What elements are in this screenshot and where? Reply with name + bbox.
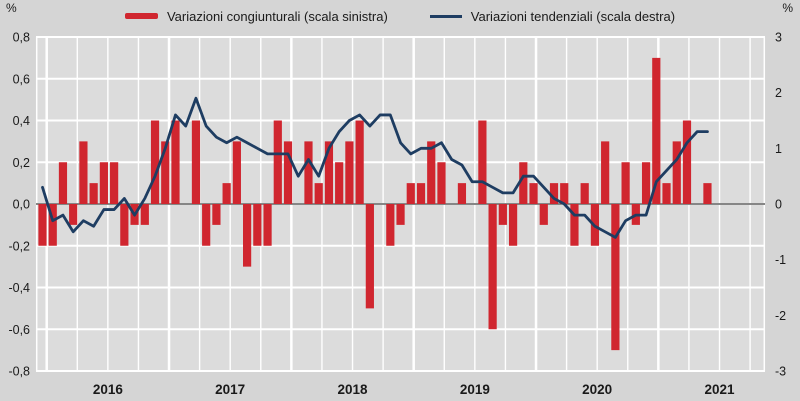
bar-month <box>570 204 579 246</box>
bar-month <box>519 162 528 204</box>
bar-month <box>79 141 88 205</box>
bar-month <box>38 204 47 246</box>
axis-tick-label: 0,8 <box>13 31 30 45</box>
bar-month <box>662 183 671 205</box>
bar-month <box>355 120 364 204</box>
axis-tick-label: 3 <box>775 31 782 45</box>
bar-month <box>89 183 98 205</box>
bar-month <box>335 162 344 204</box>
bar-month <box>529 183 538 205</box>
bar-month <box>58 162 68 204</box>
axis-tick-label: 2018 <box>338 382 369 397</box>
bar-month <box>560 183 569 205</box>
bar-month <box>120 204 129 246</box>
bar-month <box>324 141 334 205</box>
axis-tick-label: -0,2 <box>8 239 30 253</box>
bar-month <box>99 162 108 204</box>
right-axis-unit: % <box>782 1 793 15</box>
axis-tick-label: 2016 <box>93 382 124 397</box>
left-axis-unit: % <box>6 1 17 15</box>
bar-series-congiunturali <box>38 57 712 351</box>
bar-month <box>48 204 57 246</box>
bar-month <box>171 120 180 204</box>
axis-tick-label: 0,2 <box>13 156 30 170</box>
bar-month <box>457 183 467 205</box>
bar-month <box>488 204 497 330</box>
bar-month <box>386 204 395 246</box>
bar-month <box>641 162 651 204</box>
bar-month <box>672 141 681 205</box>
bar-month <box>621 162 630 204</box>
axis-tick-label: 2021 <box>704 382 735 397</box>
axis-tick-label: 2017 <box>215 382 245 397</box>
bar-month <box>345 141 354 205</box>
bar-month <box>110 162 119 204</box>
bar-month <box>611 204 620 351</box>
axis-tick-label: 2 <box>775 86 782 100</box>
bar-month <box>427 141 436 205</box>
bar-month <box>478 120 487 204</box>
bar-month <box>601 141 610 205</box>
bar-month <box>273 120 282 204</box>
bar-month <box>508 204 518 246</box>
bar-month <box>437 162 446 204</box>
bar-month <box>191 120 201 204</box>
bar-month <box>304 141 313 205</box>
axis-tick-label: 1 <box>775 142 782 156</box>
bar-month <box>703 183 712 205</box>
bar-month <box>314 183 323 205</box>
axis-tick-label: -1 <box>775 253 786 267</box>
bar-month <box>243 204 252 267</box>
bar-month <box>222 183 231 205</box>
axis-tick-label: 0,6 <box>13 72 30 86</box>
axis-tick-label: -0,4 <box>8 281 30 295</box>
bar-month <box>253 204 262 246</box>
axis-tick-label: -2 <box>775 309 786 323</box>
bar-month <box>140 204 149 225</box>
axis-tick-label: 0 <box>775 198 782 212</box>
bar-month <box>365 204 374 309</box>
bar-month <box>406 183 415 205</box>
bar-month <box>150 120 160 204</box>
bar-month <box>539 204 548 225</box>
axis-tick-label: 2020 <box>582 382 612 397</box>
axis-tick-label: 0,4 <box>13 114 30 128</box>
bar-month <box>212 204 221 225</box>
bar-month <box>283 141 293 205</box>
bar-month <box>69 204 78 225</box>
bar-month <box>416 183 426 205</box>
bar-month <box>202 204 211 246</box>
bar-month <box>580 183 589 205</box>
bar-month <box>232 141 241 205</box>
bar-month <box>263 204 272 246</box>
line-series-tendenziali <box>41 96 709 239</box>
bar-month <box>549 183 559 205</box>
axis-tick-label: -0,6 <box>8 323 30 337</box>
bar-month <box>498 204 507 225</box>
bar-month <box>161 141 170 205</box>
axis-tick-label: 2019 <box>460 382 490 397</box>
axis-tick-label: -0,8 <box>8 365 30 379</box>
bar-month <box>396 204 405 225</box>
bar-month <box>652 57 661 205</box>
axis-tick-label: -3 <box>775 365 786 379</box>
bar-month <box>682 120 692 204</box>
axis-tick-label: 0,0 <box>13 198 30 212</box>
